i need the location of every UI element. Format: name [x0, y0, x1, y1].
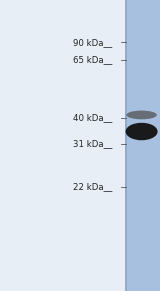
Text: 22 kDa__: 22 kDa__ — [73, 182, 112, 191]
Text: 31 kDa__: 31 kDa__ — [73, 140, 112, 148]
Bar — [125, 0, 160, 291]
Text: 65 kDa__: 65 kDa__ — [73, 55, 112, 64]
Ellipse shape — [126, 111, 157, 119]
Ellipse shape — [126, 123, 158, 140]
Bar — [125, 0, 127, 291]
Text: 40 kDa__: 40 kDa__ — [73, 113, 112, 122]
Text: 90 kDa__: 90 kDa__ — [73, 38, 112, 47]
